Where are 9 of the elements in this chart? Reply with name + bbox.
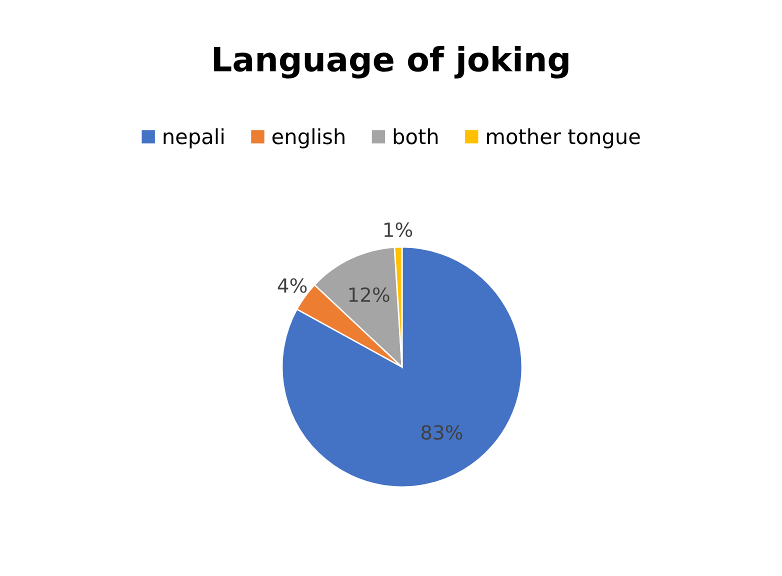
data-label: 1% <box>384 222 412 238</box>
legend-label: english <box>272 128 344 148</box>
data-label: 12% <box>349 287 390 302</box>
data-label: 4% <box>278 278 307 293</box>
legend-label: mother tongue <box>487 128 640 148</box>
legend-label: nepali <box>164 128 224 148</box>
data-label: 83% <box>421 425 462 440</box>
legend-label: both <box>394 128 438 144</box>
chart-title: Language of joking <box>214 46 568 78</box>
